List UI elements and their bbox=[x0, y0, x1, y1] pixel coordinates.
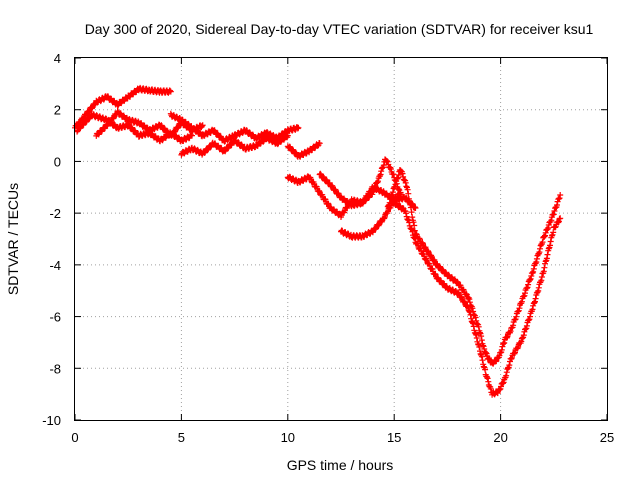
chart: Day 300 of 2020, Sidereal Day-to-day VTE… bbox=[0, 0, 640, 480]
plot-frame bbox=[75, 58, 608, 421]
chart-title: Day 300 of 2020, Sidereal Day-to-day VTE… bbox=[85, 21, 594, 37]
x-tick-label: 0 bbox=[71, 430, 78, 445]
y-tick-label: -10 bbox=[42, 413, 61, 428]
series-points bbox=[285, 140, 323, 160]
axis-ticks: 0 5 10 15 20 25 -10 -8 -6 -4 -2 0 2 4 bbox=[42, 51, 614, 445]
y-tick-label: 2 bbox=[54, 103, 61, 118]
x-axis-label: GPS time / hours bbox=[287, 457, 394, 473]
y-axis-label: SDTVAR / TECUs bbox=[5, 183, 21, 295]
data-series bbox=[72, 85, 563, 398]
x-tick-label: 15 bbox=[387, 430, 401, 445]
series-points bbox=[391, 199, 563, 398]
grid bbox=[75, 58, 607, 420]
y-tick-label: 0 bbox=[54, 154, 61, 169]
x-tick-label: 20 bbox=[493, 430, 507, 445]
x-tick-label: 25 bbox=[600, 430, 614, 445]
series-arc-10 bbox=[385, 167, 563, 367]
y-tick-label: 4 bbox=[54, 51, 61, 66]
y-tick-label: -2 bbox=[49, 206, 61, 221]
x-tick-label: 5 bbox=[178, 430, 185, 445]
x-tick-label: 10 bbox=[281, 430, 295, 445]
series-points bbox=[385, 167, 563, 367]
y-tick-label: -4 bbox=[49, 258, 61, 273]
y-tick-label: -6 bbox=[49, 310, 61, 325]
series-arc-11 bbox=[391, 199, 563, 398]
series-arc-6 bbox=[285, 140, 323, 160]
y-tick-label: -8 bbox=[49, 361, 61, 376]
